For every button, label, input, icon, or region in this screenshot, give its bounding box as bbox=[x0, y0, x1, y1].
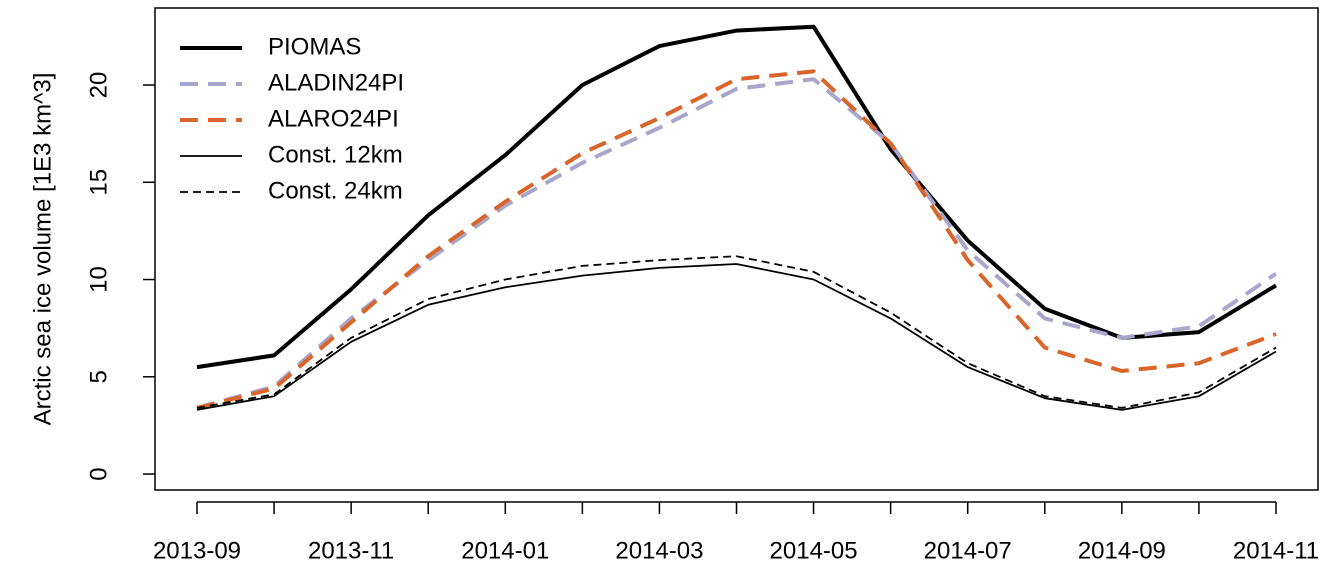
series-line bbox=[196, 263, 1277, 411]
x-tick-label: 2014-09 bbox=[1078, 537, 1166, 564]
series-line bbox=[196, 255, 1277, 409]
series-line bbox=[196, 69, 1277, 410]
legend-label: PIOMAS bbox=[268, 33, 361, 60]
series-line bbox=[196, 77, 1278, 410]
legend-label: Const. 12km bbox=[268, 141, 403, 168]
x-tick-label: 2014-07 bbox=[924, 537, 1012, 564]
x-tick-label: 2014-11 bbox=[1233, 537, 1319, 564]
legend-label: ALADIN24PI bbox=[268, 69, 404, 96]
y-tick-label: 0 bbox=[85, 467, 112, 480]
x-tick-label: 2014-03 bbox=[615, 537, 703, 564]
x-tick-label: 2013-11 bbox=[308, 537, 394, 564]
y-axis-label: Arctic sea ice volume [1E3 km^3] bbox=[29, 73, 56, 426]
legend-label: ALARO24PI bbox=[268, 105, 399, 132]
y-tick-label: 5 bbox=[85, 370, 112, 383]
legend-label: Const. 24km bbox=[268, 177, 403, 204]
y-tick-label: 15 bbox=[85, 169, 112, 196]
x-tick-label: 2013-09 bbox=[153, 537, 241, 564]
x-tick-label: 2014-05 bbox=[770, 537, 858, 564]
plot-frame bbox=[154, 7, 1319, 491]
y-tick-label: 20 bbox=[85, 72, 112, 99]
y-tick-label: 10 bbox=[85, 266, 112, 293]
x-tick-label: 2014-01 bbox=[461, 537, 549, 564]
series-line bbox=[196, 24, 1278, 370]
